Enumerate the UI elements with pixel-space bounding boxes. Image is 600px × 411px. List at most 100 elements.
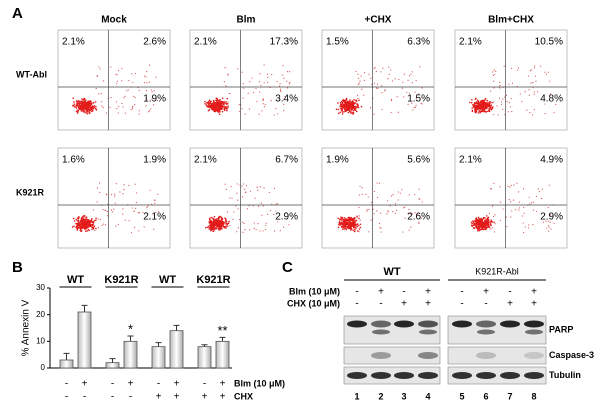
event-dot (229, 225, 231, 227)
event-dot (133, 226, 136, 228)
bar (169, 330, 184, 369)
event-dot (343, 101, 346, 103)
event-dot (490, 187, 492, 190)
event-dot (210, 104, 212, 106)
event-dot (106, 211, 108, 213)
event-dot (489, 90, 492, 92)
event-dot (475, 217, 478, 219)
event-dot (354, 220, 356, 223)
event-dot (88, 111, 91, 114)
condition-sign: + (425, 287, 431, 298)
event-dot (518, 201, 521, 203)
event-dot (544, 71, 546, 73)
event-dot (93, 225, 96, 228)
event-dot (85, 102, 87, 105)
event-dot (477, 101, 480, 104)
event-dot (122, 193, 124, 195)
lane-number: 7 (507, 391, 512, 401)
event-dot (138, 110, 140, 112)
event-dot (147, 205, 149, 207)
event-dot (485, 107, 488, 110)
event-dot (95, 219, 97, 221)
event-dot (511, 210, 513, 212)
blot-band (500, 372, 520, 379)
event-dot (490, 219, 492, 221)
event-dot (242, 183, 245, 185)
event-dot (86, 112, 89, 115)
event-dot (414, 193, 416, 196)
event-dot (236, 183, 238, 185)
plot-frame (57, 147, 171, 249)
event-dot (356, 223, 358, 226)
event-dot (495, 70, 497, 72)
event-dot (135, 72, 137, 75)
event-dot (118, 105, 120, 107)
event-dot (85, 112, 87, 114)
lane-number: 4 (425, 391, 430, 401)
event-dot (72, 217, 75, 220)
event-dot (341, 109, 344, 111)
event-dot (506, 226, 508, 228)
event-dot (126, 90, 128, 92)
event-dot (220, 226, 222, 229)
event-dot (115, 101, 118, 103)
event-dot (518, 207, 521, 209)
event-dot (407, 79, 409, 81)
event-dot (88, 101, 91, 104)
event-dot (76, 102, 79, 105)
quadrant-percent: 2.1% (459, 155, 482, 166)
event-dot (106, 194, 108, 196)
column-header: Mock (101, 15, 127, 26)
event-dot (86, 106, 88, 109)
event-dot (390, 98, 392, 101)
event-dot (148, 81, 151, 83)
event-dot (357, 106, 360, 109)
event-dot (420, 217, 422, 219)
event-dot (526, 109, 528, 111)
event-dot (533, 201, 535, 203)
event-dot (381, 108, 383, 111)
event-dot (75, 218, 78, 221)
event-dot (215, 103, 218, 106)
event-dot (225, 188, 227, 190)
event-dot (394, 202, 397, 205)
event-dot (537, 188, 539, 190)
event-dot (127, 89, 129, 91)
event-dot (261, 214, 263, 216)
event-dot (115, 73, 117, 75)
event-dot (479, 101, 482, 103)
event-dot (138, 89, 140, 92)
event-dot (483, 101, 486, 104)
event-dot (97, 227, 99, 229)
event-dot (486, 221, 489, 224)
event-dot (91, 217, 93, 220)
blot-band (418, 372, 438, 379)
event-dot (536, 91, 539, 93)
event-dot (395, 209, 398, 211)
event-dot (238, 218, 241, 221)
event-dot (477, 223, 479, 226)
event-dot (499, 219, 501, 222)
blot-band (500, 320, 520, 328)
event-dot (472, 224, 475, 227)
event-dot (354, 109, 357, 112)
event-dot (227, 106, 229, 109)
event-dot (475, 224, 478, 227)
event-dot (84, 107, 87, 110)
event-dot (266, 213, 269, 215)
quadrant-percent: 2.1% (194, 155, 217, 166)
condition-sign: + (401, 299, 407, 310)
event-dot (510, 98, 512, 100)
event-dot (282, 226, 285, 228)
event-dot (155, 76, 157, 78)
lane-number: 6 (483, 391, 488, 401)
event-dot (365, 193, 367, 196)
event-dot (351, 221, 354, 224)
blot-band (452, 320, 472, 328)
event-dot (134, 104, 136, 106)
event-dot (358, 224, 360, 227)
event-dot (91, 228, 93, 230)
event-dot (86, 221, 89, 223)
event-dot (73, 103, 76, 105)
event-dot (483, 103, 486, 105)
